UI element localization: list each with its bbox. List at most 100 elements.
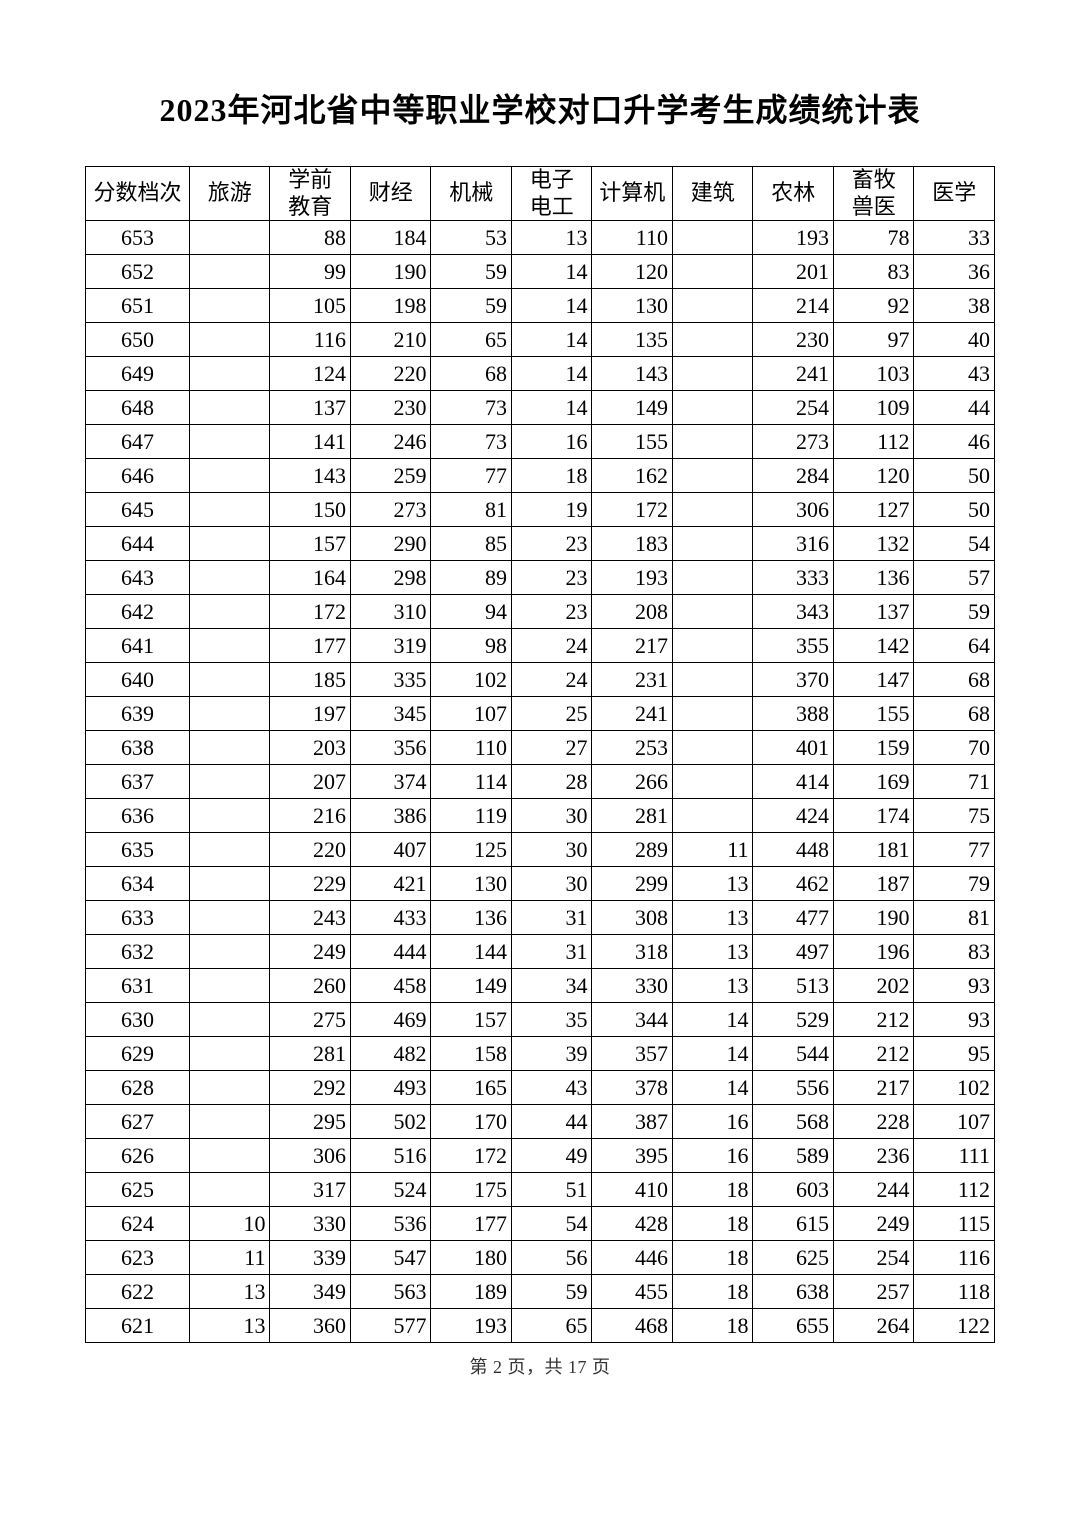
table-cell: 137 — [270, 391, 351, 425]
table-cell — [189, 663, 270, 697]
table-cell — [672, 357, 753, 391]
table-cell: 646 — [86, 459, 190, 493]
table-cell: 339 — [270, 1241, 351, 1275]
table-cell: 210 — [350, 323, 431, 357]
table-row: 649124220681414324110343 — [86, 357, 995, 391]
table-cell: 259 — [350, 459, 431, 493]
table-cell: 407 — [350, 833, 431, 867]
table-cell: 184 — [350, 221, 431, 255]
table-cell: 68 — [914, 663, 995, 697]
table-cell: 73 — [431, 391, 512, 425]
table-cell: 626 — [86, 1139, 190, 1173]
table-cell: 306 — [270, 1139, 351, 1173]
table-cell: 97 — [833, 323, 914, 357]
table-cell: 102 — [431, 663, 512, 697]
table-cell: 44 — [914, 391, 995, 425]
table-cell — [189, 935, 270, 969]
table-cell: 201 — [753, 255, 834, 289]
table-cell: 18 — [672, 1173, 753, 1207]
table-cell: 360 — [270, 1309, 351, 1343]
table-cell: 13 — [511, 221, 592, 255]
table-cell: 345 — [350, 697, 431, 731]
table-cell: 34 — [511, 969, 592, 1003]
table-cell: 563 — [350, 1275, 431, 1309]
table-cell: 622 — [86, 1275, 190, 1309]
table-cell: 119 — [431, 799, 512, 833]
table-row: 647141246731615527311246 — [86, 425, 995, 459]
table-cell: 281 — [270, 1037, 351, 1071]
table-cell: 59 — [431, 289, 512, 323]
table-cell: 177 — [270, 629, 351, 663]
table-cell: 357 — [592, 1037, 673, 1071]
table-cell: 469 — [350, 1003, 431, 1037]
table-cell: 651 — [86, 289, 190, 323]
table-row: 6272955021704438716568228107 — [86, 1105, 995, 1139]
table-row: 6401853351022423137014768 — [86, 663, 995, 697]
table-cell: 18 — [511, 459, 592, 493]
table-cell: 196 — [833, 935, 914, 969]
table-cell: 124 — [270, 357, 351, 391]
table-cell: 18 — [672, 1241, 753, 1275]
table-cell: 220 — [350, 357, 431, 391]
table-cell: 11 — [672, 833, 753, 867]
table-cell: 624 — [86, 1207, 190, 1241]
table-cell: 59 — [511, 1275, 592, 1309]
footer-prefix: 第 — [470, 1357, 489, 1377]
table-cell: 637 — [86, 765, 190, 799]
table-cell: 189 — [431, 1275, 512, 1309]
table-row: 65110519859141302149238 — [86, 289, 995, 323]
table-row: 641177319982421735514264 — [86, 629, 995, 663]
table-cell: 289 — [592, 833, 673, 867]
table-cell: 333 — [753, 561, 834, 595]
table-cell: 621 — [86, 1309, 190, 1343]
table-cell — [189, 323, 270, 357]
table-cell: 158 — [431, 1037, 512, 1071]
table-cell: 493 — [350, 1071, 431, 1105]
footer-page: 2 — [493, 1357, 503, 1377]
table-cell — [672, 663, 753, 697]
table-row: 646143259771816228412050 — [86, 459, 995, 493]
table-cell: 107 — [431, 697, 512, 731]
table-cell: 273 — [350, 493, 431, 527]
table-cell: 56 — [511, 1241, 592, 1275]
table-row: 642172310942320834313759 — [86, 595, 995, 629]
table-cell: 197 — [270, 697, 351, 731]
table-cell — [189, 1105, 270, 1139]
table-row: 6391973451072524138815568 — [86, 697, 995, 731]
table-cell: 241 — [592, 697, 673, 731]
table-cell: 655 — [753, 1309, 834, 1343]
table-cell: 634 — [86, 867, 190, 901]
table-cell: 155 — [592, 425, 673, 459]
table-cell: 27 — [511, 731, 592, 765]
table-cell: 127 — [833, 493, 914, 527]
table-cell: 638 — [86, 731, 190, 765]
table-cell: 13 — [672, 901, 753, 935]
table-cell: 216 — [270, 799, 351, 833]
table-cell: 77 — [431, 459, 512, 493]
table-cell: 23 — [511, 527, 592, 561]
table-cell: 387 — [592, 1105, 673, 1139]
table-cell — [672, 765, 753, 799]
table-cell: 43 — [914, 357, 995, 391]
table-cell: 544 — [753, 1037, 834, 1071]
table-cell — [672, 697, 753, 731]
table-cell: 114 — [431, 765, 512, 799]
table-cell: 208 — [592, 595, 673, 629]
table-cell: 214 — [753, 289, 834, 323]
table-cell — [189, 357, 270, 391]
table-cell: 35 — [511, 1003, 592, 1037]
table-cell: 424 — [753, 799, 834, 833]
table-cell: 73 — [431, 425, 512, 459]
footer-mid: 页，共 — [508, 1357, 564, 1377]
table-cell: 640 — [86, 663, 190, 697]
table-cell: 93 — [914, 969, 995, 1003]
table-body: 6538818453131101937833652991905914120201… — [86, 221, 995, 1343]
table-cell — [189, 833, 270, 867]
table-cell: 636 — [86, 799, 190, 833]
table-cell: 137 — [833, 595, 914, 629]
table-cell: 155 — [833, 697, 914, 731]
table-cell — [672, 629, 753, 663]
table-cell: 180 — [431, 1241, 512, 1275]
table-cell: 14 — [672, 1071, 753, 1105]
table-cell: 190 — [350, 255, 431, 289]
